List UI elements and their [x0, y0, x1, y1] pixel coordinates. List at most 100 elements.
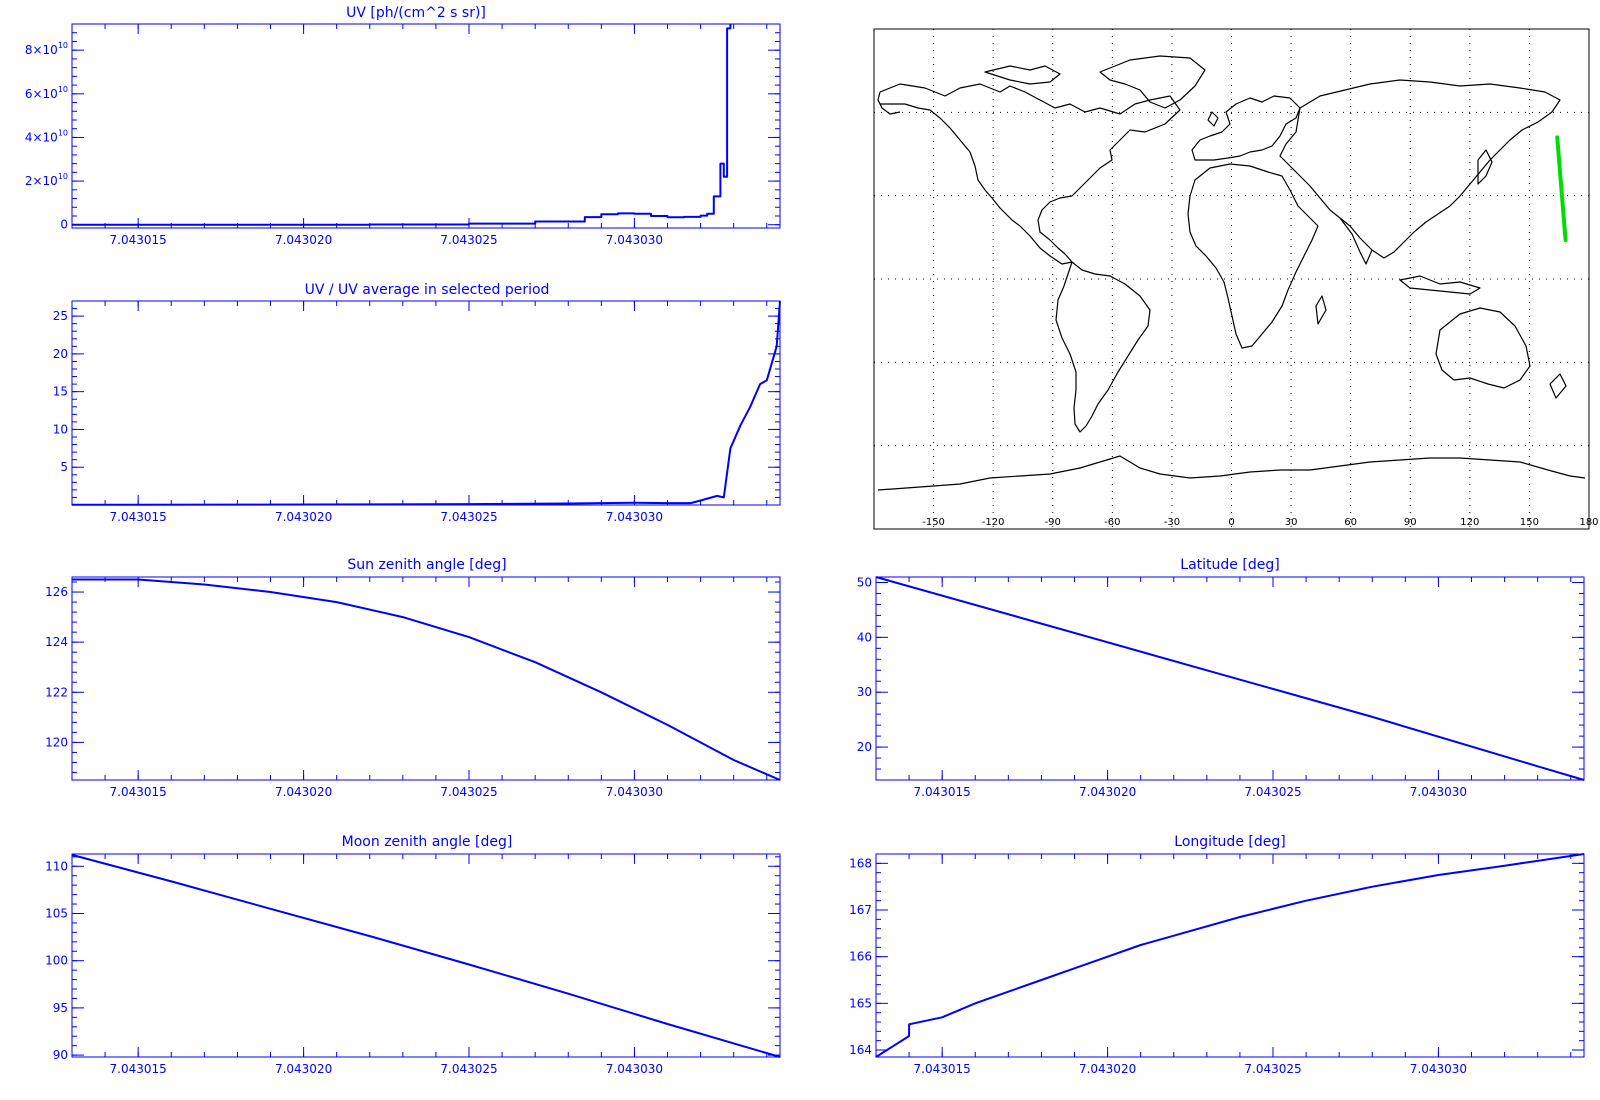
- map-lon-labels: -150 -120 -90 -60 -30 0 30 60 90 120 150 180: [922, 517, 1598, 528]
- uv-title: UV [ph/(cm^2 s sr)]: [346, 5, 486, 21]
- coast-british-isles: [1207, 111, 1219, 127]
- map-grid: [874, 29, 1589, 529]
- longitude-y-tick-label: 168: [849, 856, 872, 870]
- coast-antarctica: [877, 455, 1586, 491]
- moon-zenith-y-tick-label: 95: [53, 1001, 68, 1015]
- moon-zenith-y-tick-label: 90: [53, 1048, 68, 1062]
- coast-japan: [1477, 149, 1493, 185]
- uv-ratio-y-tick-label: 5: [60, 460, 68, 474]
- sun-zenith-marks: [72, 578, 781, 781]
- latitude-y-tick-label: 30: [857, 685, 872, 699]
- uv-ratio-x-tick-label: 7.043020: [275, 510, 332, 524]
- moon-zenith-panel: Moon zenith angle [deg] 7.043015 7.043020…: [45, 834, 781, 1076]
- uv-axes: 7.043015 7.043020 7.043025 7.043030 0 2×1010 4…: [25, 23, 780, 247]
- uv-ratio-title: UV / UV average in selected period: [305, 282, 550, 298]
- coast-madagascar: [1315, 295, 1327, 325]
- latitude-series-line: [875, 576, 1585, 781]
- uv-x-tick-label: 7.043030: [606, 233, 663, 247]
- sun-zenith-series-line: [72, 578, 781, 781]
- uv-y-tick-label: 2×1010: [25, 172, 68, 188]
- longitude-y-tick-label: 166: [849, 950, 872, 964]
- map-lon-label: 150: [1520, 517, 1539, 528]
- longitude-frame: [875, 853, 1585, 1058]
- moon-zenith-y-tick-label: 105: [45, 906, 68, 920]
- coast-canadian-arctic: [984, 65, 1061, 85]
- longitude-x-tick-label: 7.043015: [914, 1062, 971, 1076]
- map-lon-label: -120: [982, 517, 1005, 528]
- moon-zenith-x-tick-label: 7.043015: [110, 1062, 167, 1076]
- map-lon-label: -90: [1045, 517, 1061, 528]
- longitude-y-tick-label: 167: [849, 903, 872, 917]
- latitude-y-tick-label: 50: [857, 575, 872, 589]
- uv-ratio-panel: UV / UV average in selected period 7.043…: [53, 282, 781, 524]
- coast-india: [1339, 217, 1373, 265]
- uv-ratio-series-line: [71, 300, 781, 506]
- moon-zenith-y-tick-label: 110: [45, 859, 68, 873]
- map-lon-label: 30: [1285, 517, 1298, 528]
- latitude-marks: [875, 576, 1585, 781]
- moon-zenith-frame: [71, 853, 781, 1058]
- latitude-x-tick-label: 7.043015: [914, 785, 971, 799]
- latitude-x-tick-label: 7.043025: [1244, 785, 1301, 799]
- map-lon-label: 120: [1460, 517, 1479, 528]
- latitude-frame: [875, 576, 1585, 781]
- uv-y-tick-label: 6×1010: [25, 85, 68, 101]
- sun-zenith-panel: Sun zenith angle [deg] 7.043015 7.043020 7…: [45, 557, 781, 799]
- moon-zenith-title: Moon zenith angle [deg]: [342, 834, 513, 850]
- world-map-panel: -150 -120 -90 -60 -30 0 30 60 90 120 150 180: [873, 28, 1599, 530]
- latitude-y-tick-label: 40: [857, 630, 872, 644]
- uv-ratio-axes: 7.043015 7.043020 7.043025 7.043030 5 10 15 20 2…: [53, 300, 780, 524]
- sun-zenith-y-tick-label: 126: [45, 585, 68, 599]
- coast-new-zealand: [1549, 373, 1567, 399]
- map-lon-label: 180: [1579, 517, 1598, 528]
- uv-ratio-y-tick-label: 10: [53, 422, 68, 436]
- map-lon-label: 60: [1344, 517, 1357, 528]
- coast-africa: [1187, 163, 1319, 349]
- sun-zenith-y-tick-label: 122: [45, 685, 68, 699]
- sun-zenith-x-tick-label: 7.043015: [110, 785, 167, 799]
- map-lon-label: -60: [1104, 517, 1120, 528]
- moon-zenith-x-tick-label: 7.043020: [275, 1062, 332, 1076]
- longitude-series-line: [875, 853, 1585, 1058]
- uv-y-tick-label: 4×1010: [25, 128, 68, 144]
- longitude-x-tick-label: 7.043020: [1079, 1062, 1136, 1076]
- uv-x-tick-label: 7.043025: [440, 233, 497, 247]
- coast-south-america: [1055, 261, 1151, 433]
- uv-x-tick-label: 7.043020: [275, 233, 332, 247]
- uv-ratio-y-tick-label: 20: [53, 347, 68, 361]
- coast-asia: [1279, 79, 1561, 259]
- uv-marks: [72, 24, 732, 226]
- map-lon-label: 90: [1404, 517, 1417, 528]
- longitude-title: Longitude [deg]: [1174, 834, 1285, 850]
- longitude-x-tick-label: 7.043030: [1410, 1062, 1467, 1076]
- uv-ratio-x-tick-label: 7.043030: [606, 510, 663, 524]
- map-lon-label: -30: [1164, 517, 1180, 528]
- latitude-axes: 7.043015 7.043020 7.043025 7.043030 20 30 40 50: [857, 575, 1584, 799]
- uv-ratio-y-tick-label: 25: [53, 309, 68, 323]
- moon-zenith-axes: 7.043015 7.043020 7.043025 7.043030 90 95 100 1…: [45, 854, 780, 1076]
- uv-panel: UV [ph/(cm^2 s sr)] 7.043015 7.043020 7.04…: [25, 5, 781, 247]
- uv-ratio-x-tick-label: 7.043025: [440, 510, 497, 524]
- longitude-marks: [875, 853, 1585, 1058]
- moon-zenith-marks: [71, 853, 781, 1058]
- coast-north-america: [879, 83, 1181, 265]
- longitude-x-tick-label: 7.043025: [1244, 1062, 1301, 1076]
- uv-x-tick-label: 7.043015: [110, 233, 167, 247]
- coast-alaska: [877, 91, 901, 115]
- uv-ratio-y-tick-label: 15: [53, 385, 68, 399]
- coast-greenland: [1099, 55, 1206, 109]
- longitude-y-tick-label: 164: [849, 1043, 872, 1057]
- sun-zenith-x-tick-label: 7.043025: [440, 785, 497, 799]
- uv-ratio-frame: [71, 300, 781, 506]
- latitude-x-tick-label: 7.043020: [1079, 785, 1136, 799]
- sun-zenith-x-tick-label: 7.043030: [606, 785, 663, 799]
- coast-indonesia: [1399, 275, 1481, 295]
- sun-zenith-title: Sun zenith angle [deg]: [347, 557, 506, 573]
- sun-zenith-x-tick-label: 7.043020: [275, 785, 332, 799]
- uv-y-tick-label: 0: [60, 218, 68, 232]
- moon-zenith-y-tick-label: 100: [45, 954, 68, 968]
- longitude-panel: Longitude [deg] 7.043015 7.043020 7.043025…: [849, 834, 1585, 1076]
- moon-zenith-x-tick-label: 7.043030: [606, 1062, 663, 1076]
- uv-series-line: [72, 24, 732, 226]
